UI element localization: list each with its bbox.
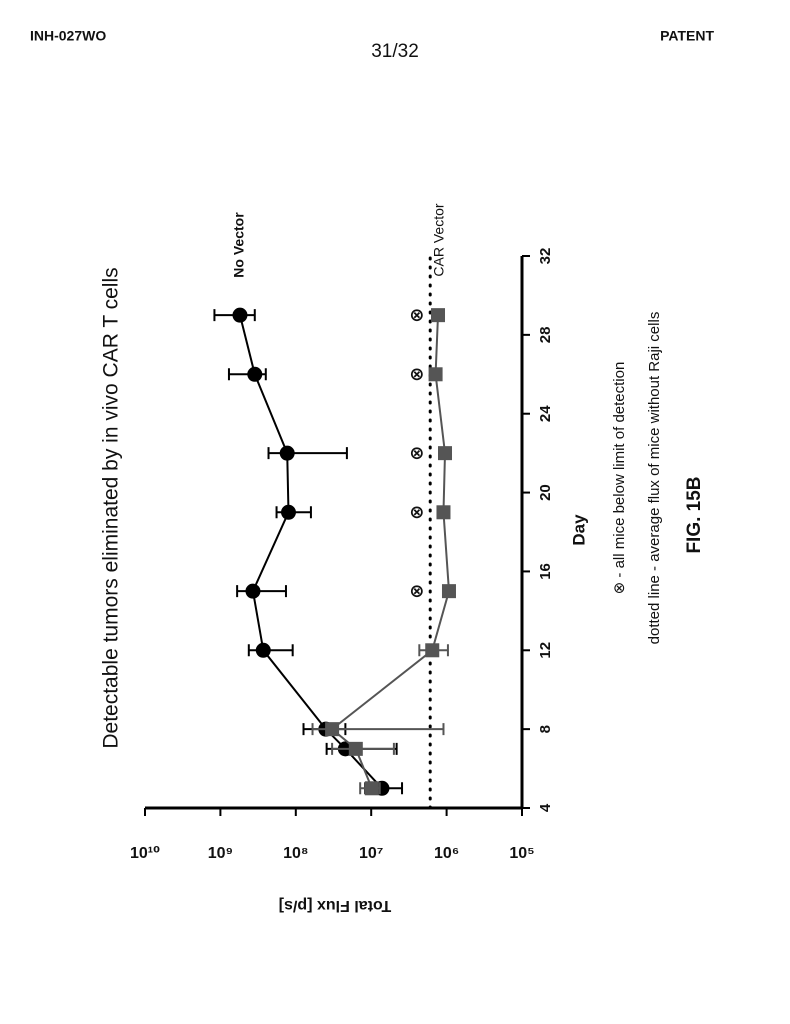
page-number: 31/32: [371, 41, 419, 62]
x-tick-label: 12: [537, 642, 554, 659]
x-axis-label: Day: [569, 514, 588, 546]
data-point: [232, 307, 248, 323]
data-point: [364, 781, 379, 796]
data-point: [280, 504, 296, 520]
data-point: [255, 642, 271, 658]
below-detection-marker: ⊗: [407, 505, 427, 520]
data-point: [438, 446, 453, 461]
data-point: [245, 583, 261, 599]
x-tick-label: 16: [537, 563, 554, 580]
data-point: [428, 367, 443, 382]
data-point: [325, 722, 340, 737]
below-detection-marker: ⊗: [407, 367, 427, 382]
x-tick-label: 20: [537, 484, 554, 501]
series-label: CAR Vector: [431, 203, 447, 276]
data-point: [431, 308, 446, 323]
x-tick-label: 32: [537, 248, 554, 265]
x-tick-label: 28: [537, 327, 554, 344]
figure-label: FIG. 15B: [684, 476, 705, 553]
below-detection-marker: ⊗: [407, 584, 427, 599]
doc-id: INH-027WO: [30, 28, 106, 44]
note: ⊗ - all mice below limit of detection: [611, 362, 628, 595]
data-point: [425, 643, 440, 658]
below-detection-marker: ⊗: [407, 308, 427, 323]
note: dotted line - average flux of mice witho…: [646, 312, 663, 645]
y-tick-label: 10⁹: [208, 845, 233, 862]
x-tick-label: 24: [537, 405, 554, 422]
data-point: [247, 366, 263, 382]
y-tick-label: 10¹⁰: [130, 845, 160, 862]
data-point: [436, 505, 451, 520]
doc-type: PATENT: [660, 28, 714, 44]
y-tick-label: 10⁸: [283, 845, 308, 862]
data-point: [348, 741, 363, 756]
y-tick-label: 10⁶: [434, 845, 459, 862]
below-detection-marker: ⊗: [407, 446, 427, 461]
series-label: No Vector: [231, 212, 247, 278]
y-axis-label: Total Flux [p/s]: [279, 897, 392, 914]
error-bar: [331, 742, 395, 755]
x-tick-label: 8: [537, 725, 554, 733]
y-tick-label: 10⁷: [359, 845, 383, 862]
data-point: [279, 445, 295, 461]
x-tick-label: 4: [537, 803, 554, 812]
chart-title: Detectable tumors eliminated by in vivo …: [100, 267, 123, 748]
y-tick-label: 10⁵: [509, 845, 534, 862]
error-bar: [236, 585, 287, 598]
rotated-chart: 4 8 12 16 20 24 28 32 10⁵ 10⁶ 10⁷ 10⁸ 10⁹ 10¹⁰ Detecta…: [100, 203, 705, 914]
series-line: [239, 314, 383, 789]
data-point: [441, 584, 456, 599]
